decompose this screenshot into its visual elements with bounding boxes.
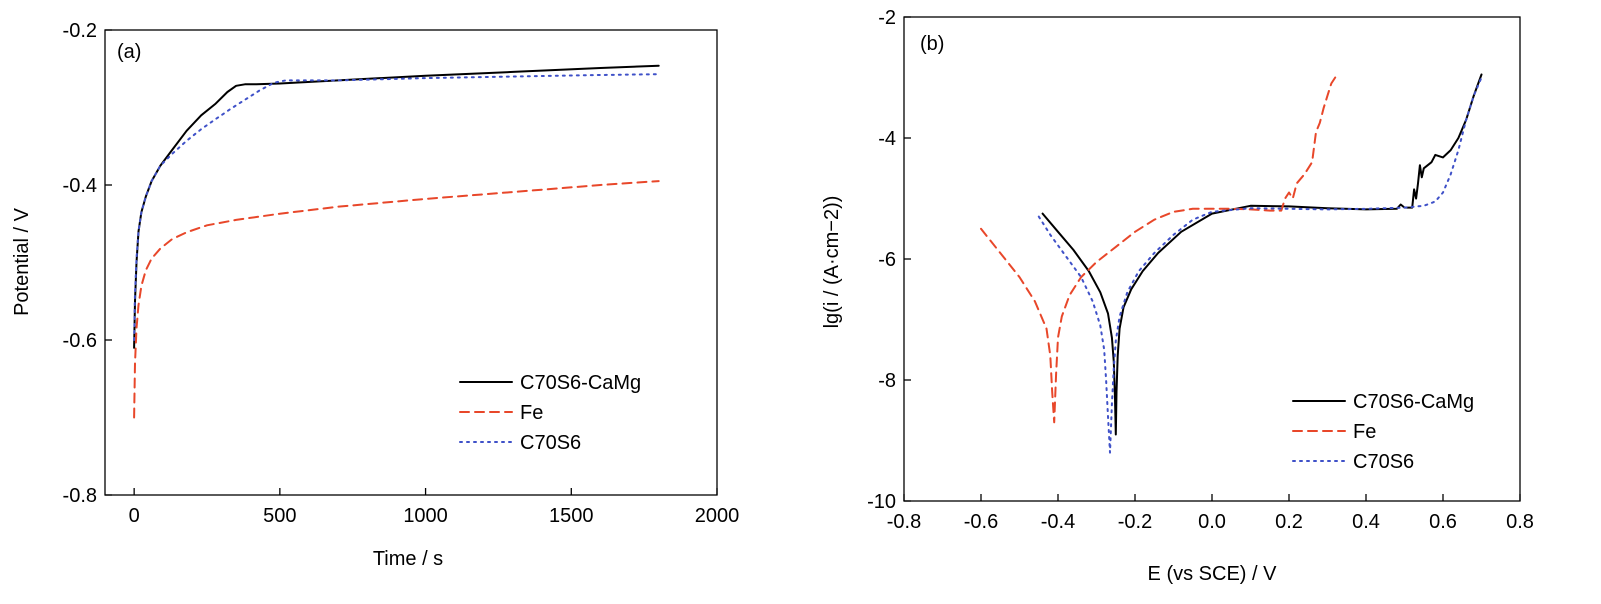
y-tick-label: -0.8 [63, 485, 97, 507]
legend-label: C70S6 [520, 432, 581, 454]
axis-ticks-b: -0.8 -0.6 -0.4 -0.2 0.0 0.2 0.4 0.6 0.8 -10 -8 -6 -4… [867, 7, 1534, 533]
y-tick-label: -8 [878, 370, 896, 392]
x-tick-label: 1500 [549, 505, 594, 527]
x-tick-label: -0.2 [1118, 511, 1152, 533]
y-axis-label-a: Potential / V [11, 207, 33, 316]
plot-frame-b [903, 16, 1521, 502]
series-line-fe [133, 180, 660, 419]
plot-frame-a [104, 29, 718, 496]
y-tick-label: -0.6 [63, 330, 97, 352]
y-tick-label: -0.2 [63, 20, 97, 42]
axis-ticks-a: 0 500 1000 1500 2000 -0.8 -0.6 -0.4 -0.2 [63, 20, 740, 527]
x-tick-label: -0.6 [964, 511, 998, 533]
x-tick-label: 0.8 [1506, 511, 1534, 533]
legend-label: Fe [520, 402, 543, 424]
x-tick-label: 1000 [403, 505, 448, 527]
y-tick-label: -0.4 [63, 175, 97, 197]
legend-label: C70S6-CaMg [1353, 391, 1474, 413]
chart-panel-a: (a) 0 500 1000 1500 2000 -0.8 -0.6 -0.4 -0.2 C70… [11, 20, 739, 570]
legend-label: Fe [1353, 421, 1376, 443]
y-axis-label-b: lg(i / (A·cm−2)) [821, 196, 843, 329]
panel-label-a: (a) [117, 41, 141, 63]
series-line-fe [980, 76, 1337, 424]
series-line-c70s6 [1037, 76, 1483, 454]
x-tick-label: 2000 [695, 505, 740, 527]
plot-area-a [133, 64, 660, 419]
series-line-c70s6-camg [1041, 73, 1483, 436]
legend-label: C70S6-CaMg [520, 372, 641, 394]
panel-label-b: (b) [920, 33, 944, 55]
x-axis-label-a: Time / s [373, 548, 443, 570]
series-line-c70s6-camg [133, 64, 660, 349]
series-line-c70s6 [133, 73, 660, 341]
x-tick-label: -0.8 [887, 511, 921, 533]
x-tick-label: 0.4 [1352, 511, 1380, 533]
x-tick-label: 0.0 [1198, 511, 1226, 533]
legend-a: C70S6-CaMg Fe C70S6 [459, 372, 641, 454]
x-tick-label: 0.2 [1275, 511, 1303, 533]
x-axis-label-b: E (vs SCE) / V [1148, 563, 1278, 585]
y-tick-label: -4 [878, 128, 896, 150]
x-tick-label: -0.4 [1041, 511, 1075, 533]
x-tick-label: 500 [263, 505, 296, 527]
x-tick-label: 0 [129, 505, 140, 527]
chart-panel-b: (b) -0.8 -0.6 -0.4 -0.2 0.0 0.2 0.4 0.6 0.8 -10 -8… [821, 7, 1534, 585]
y-tick-label: -10 [867, 491, 896, 513]
y-tick-label: -2 [878, 7, 896, 29]
x-tick-label: 0.6 [1429, 511, 1457, 533]
plot-area-b [980, 73, 1483, 454]
legend-b: C70S6-CaMg Fe C70S6 [1292, 391, 1474, 473]
y-tick-label: -6 [878, 249, 896, 271]
legend-label: C70S6 [1353, 451, 1414, 473]
